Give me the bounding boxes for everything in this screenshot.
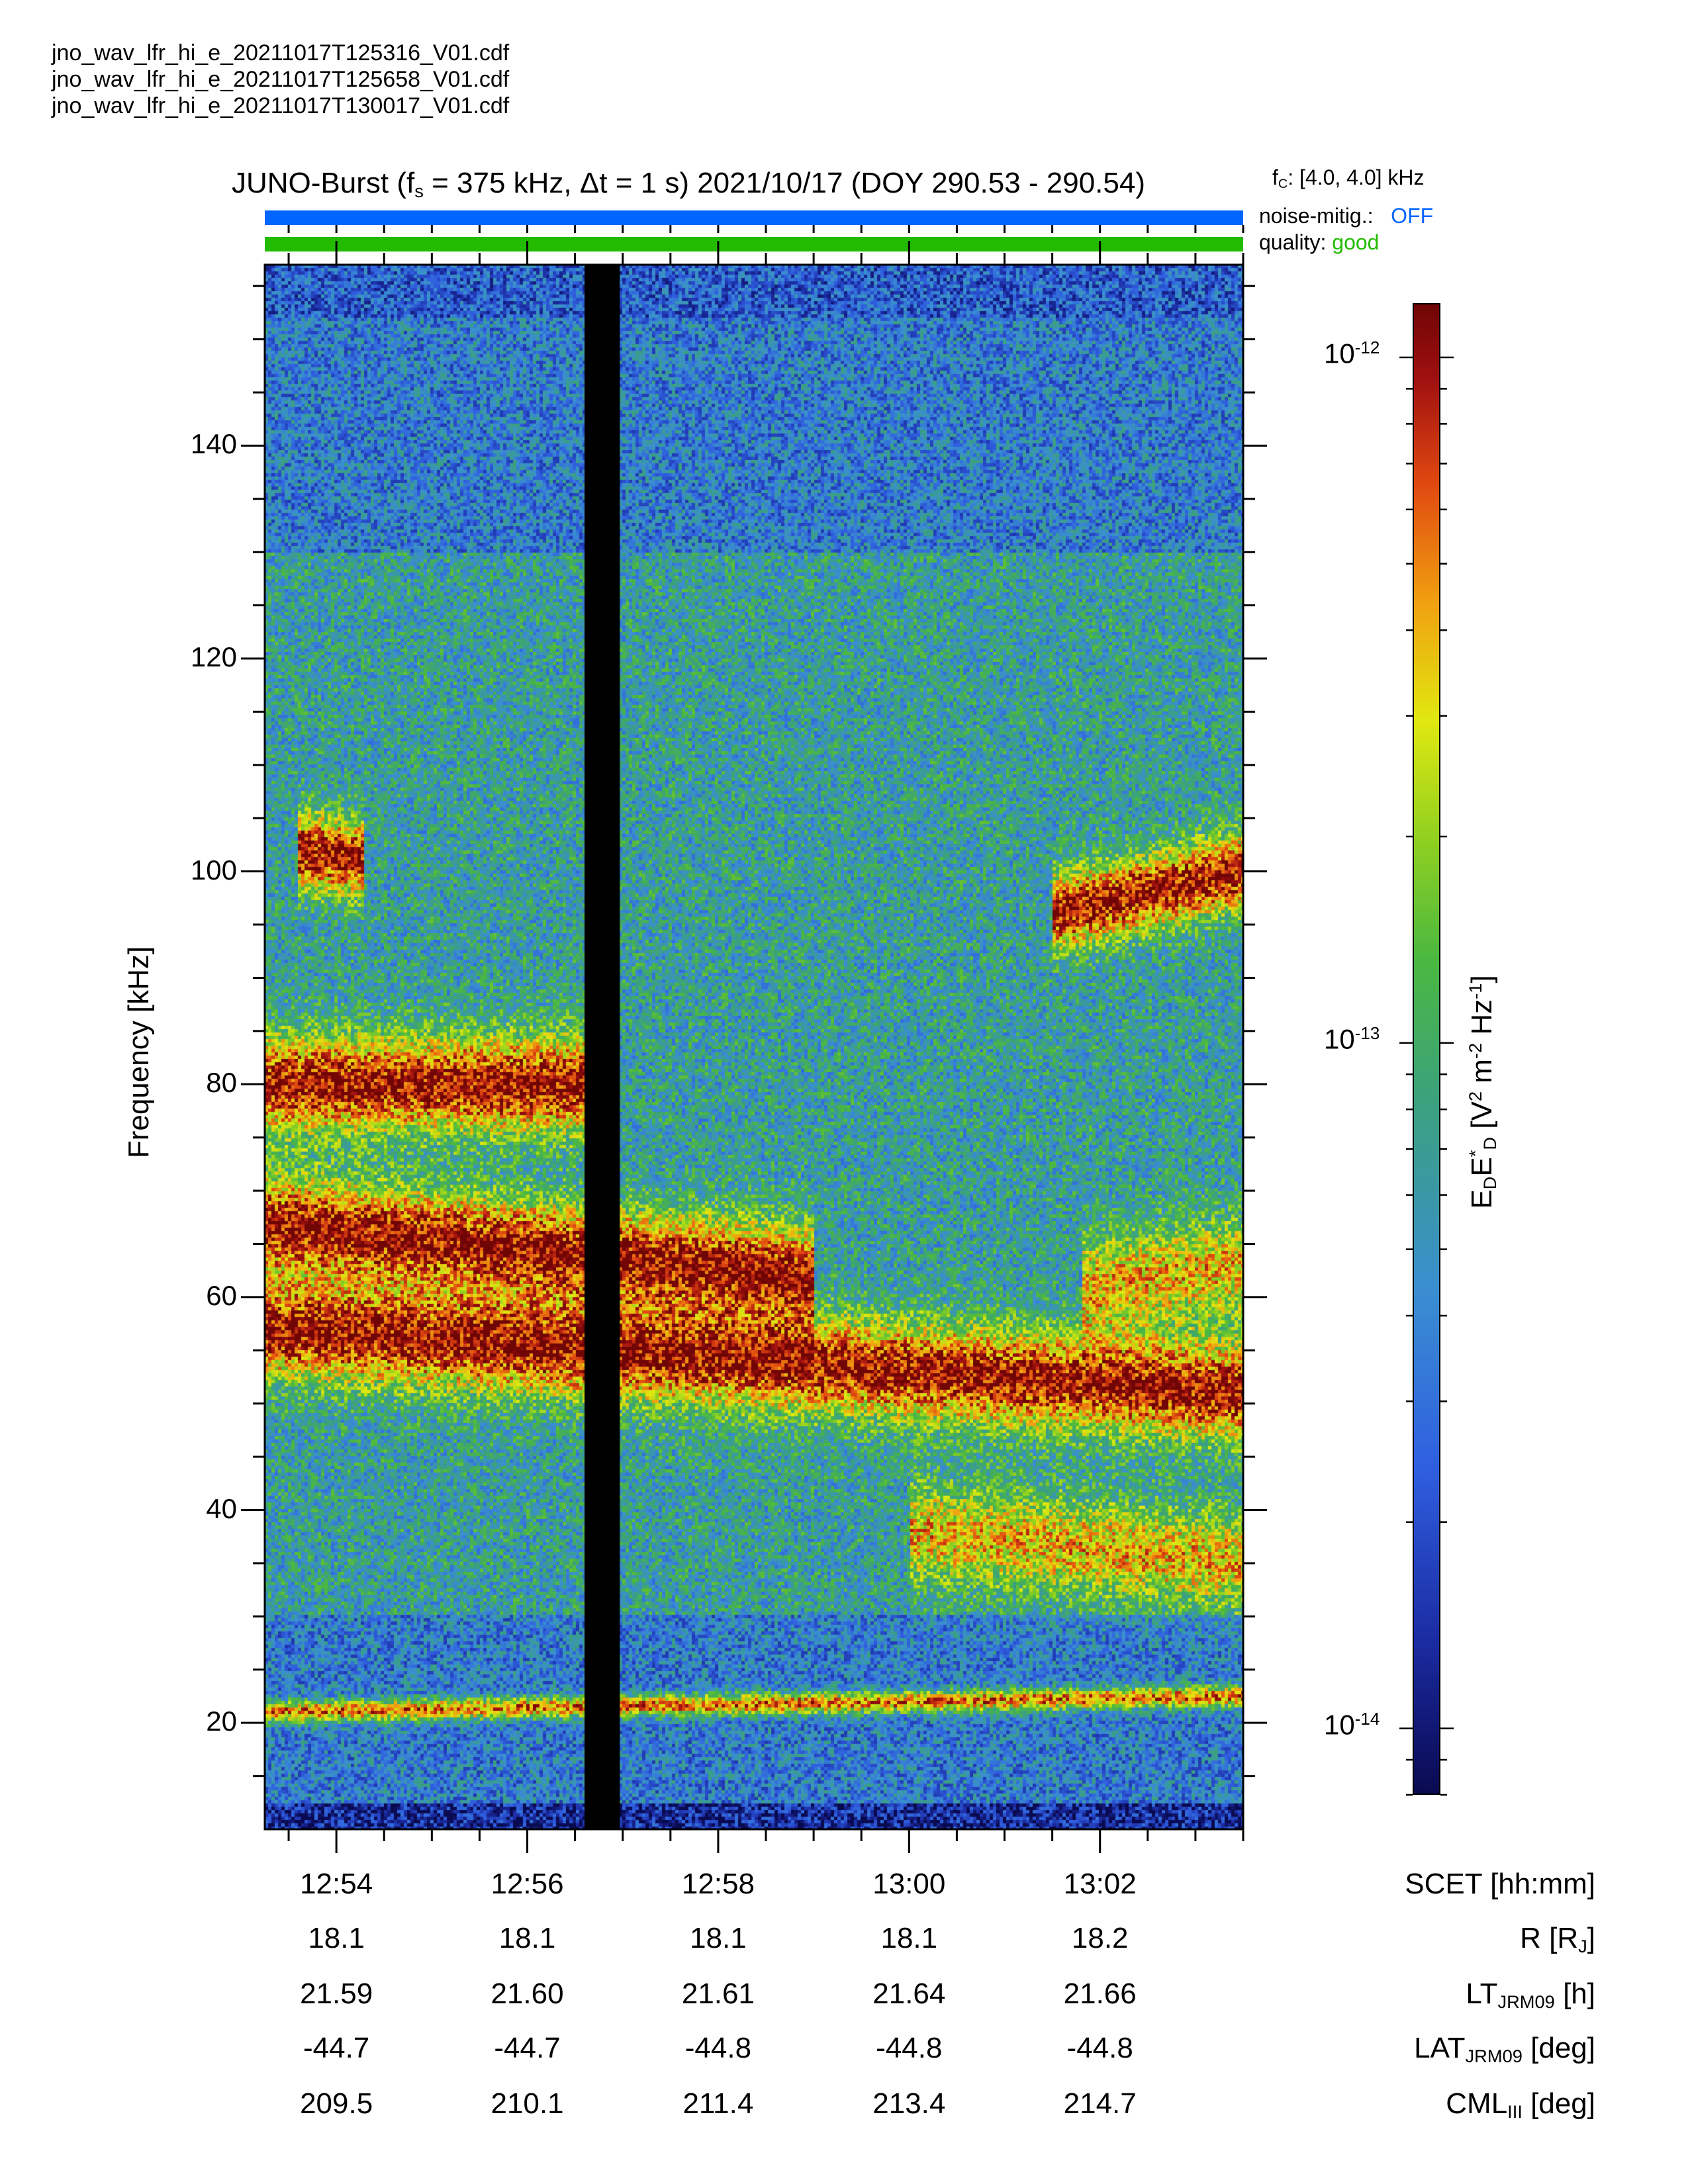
y-tick-label: 40 [206, 1492, 237, 1524]
x-tick-scet: 12:58 [681, 1868, 755, 1900]
colorbar-tick-label: 10-13 [1324, 1023, 1380, 1055]
row-label-lat: LATJRM09 [deg] [1414, 2032, 1595, 2066]
x-tick-lt: 21.59 [300, 1978, 373, 2010]
x-tick-lat: -44.7 [494, 2032, 561, 2064]
noise-label: noise-mitig.: [1259, 204, 1374, 228]
row-label-r: R [RJ] [1520, 1922, 1595, 1956]
colorbar [1413, 303, 1440, 1795]
noise-mitigation-bar [265, 210, 1243, 225]
fc-sub: C [1278, 176, 1288, 191]
x-tick-lt: 21.64 [872, 1978, 946, 2010]
noise-value: OFF [1391, 204, 1434, 228]
quality-value: good [1332, 230, 1380, 254]
x-tick-r: 18.1 [498, 1922, 556, 1954]
y-tick-label: 100 [190, 854, 237, 886]
x-tick-r: 18.1 [308, 1922, 365, 1954]
x-tick-lat: -44.8 [1066, 2032, 1133, 2064]
row-label-scet-text: SCET [hh:mm] [1405, 1868, 1595, 1900]
colorbar-tick-base: 10 [1324, 1708, 1355, 1740]
x-tick-r: 18.1 [880, 1922, 938, 1954]
colorbar-tick-label: 10-14 [1324, 1709, 1380, 1741]
x-tick-lat: -44.8 [876, 2032, 943, 2064]
colorbar-tick-base: 10 [1324, 1023, 1355, 1055]
x-tick-lat: -44.7 [303, 2032, 370, 2064]
colorbar-label: EDE*D [V2 m-2 Hz-1] [1465, 975, 1500, 1209]
y-axis-label: Frequency [kHz] [122, 946, 155, 1159]
x-tick-cml: 214.7 [1063, 2087, 1137, 2120]
x-tick-scet: 12:56 [491, 1868, 564, 1900]
title-prefix: JUNO-Burst (f [232, 167, 415, 199]
fc-value: : [4.0, 4.0] kHz [1288, 165, 1425, 189]
colorbar-tick-exp: -12 [1354, 338, 1380, 358]
title-sub: s [414, 180, 424, 201]
x-tick-cml: 213.4 [872, 2087, 946, 2120]
x-tick-lt: 21.66 [1063, 1978, 1137, 2010]
file-name-2: jno_wav_lfr_hi_e_20211017T125658_V01.cdf [52, 67, 510, 92]
x-tick-cml: 210.1 [491, 2087, 564, 2120]
quality-bar [265, 237, 1243, 251]
colorbar-tick-exp: -14 [1354, 1708, 1380, 1729]
row-label-lt: LTJRM09 [h] [1466, 1978, 1595, 2012]
x-tick-r: 18.2 [1071, 1922, 1129, 1954]
file-name-1: jno_wav_lfr_hi_e_20211017T125316_V01.cdf [52, 40, 510, 66]
colorbar-tick-label: 10-12 [1324, 338, 1380, 369]
x-tick-cml: 209.5 [300, 2087, 373, 2120]
colorbar-tick-exp: -13 [1354, 1023, 1380, 1043]
noise-mitigation-status: noise-mitig.: OFF [1259, 204, 1433, 228]
file-name-3: jno_wav_lfr_hi_e_20211017T130017_V01.cdf [52, 93, 510, 118]
chart-title: JUNO-Burst (fs = 375 kHz, Δt = 1 s) 2021… [232, 167, 1145, 202]
x-tick-r: 18.1 [690, 1922, 747, 1954]
y-tick-label: 60 [206, 1279, 237, 1311]
x-tick-lat: -44.8 [684, 2032, 752, 2064]
quality-status: quality: good [1259, 230, 1379, 255]
title-rest: = 375 kHz, Δt = 1 s) 2021/10/17 (DOY 290… [423, 167, 1145, 199]
x-tick-cml: 211.4 [682, 2087, 754, 2120]
y-tick-label: 80 [206, 1067, 237, 1099]
y-tick-label: 20 [206, 1706, 237, 1737]
quality-label: quality: [1259, 230, 1327, 254]
colorbar-tick-base: 10 [1324, 338, 1355, 369]
x-tick-lt: 21.60 [491, 1978, 564, 2010]
x-tick-scet: 13:00 [872, 1868, 946, 1900]
fc-f: f [1272, 165, 1278, 189]
fc-label: fC: [4.0, 4.0] kHz [1272, 165, 1425, 192]
y-tick-label: 140 [190, 428, 237, 460]
x-tick-scet: 12:54 [300, 1868, 373, 1900]
row-label-cml: CMLIII [deg] [1446, 2087, 1595, 2122]
row-label-scet: SCET [hh:mm] [1405, 1868, 1595, 1901]
spectrogram-heatmap [265, 265, 1243, 1829]
x-tick-scet: 13:02 [1063, 1868, 1137, 1900]
y-tick-label: 120 [190, 641, 237, 673]
x-tick-lt: 21.61 [681, 1978, 755, 2010]
